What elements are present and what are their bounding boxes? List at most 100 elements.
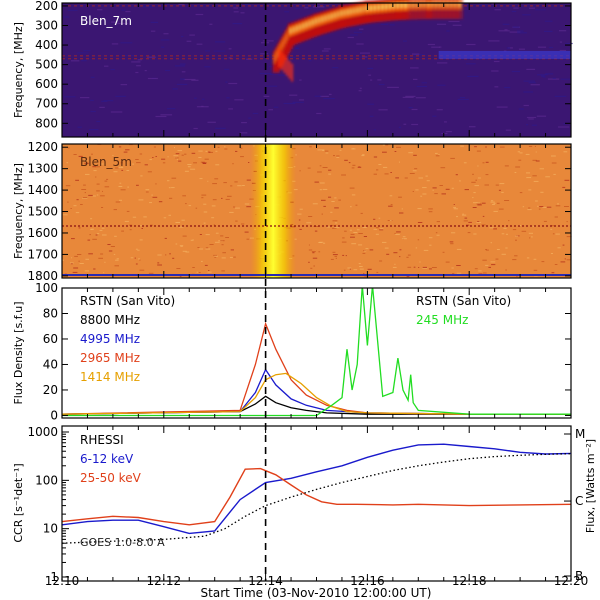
noise-streak	[147, 77, 158, 80]
emission-core	[416, 2, 420, 8]
noise-speck	[233, 256, 236, 258]
noise-speck	[358, 244, 363, 246]
noise-streak	[438, 46, 442, 48]
noise-streak	[205, 50, 210, 52]
noise-speck	[358, 263, 361, 265]
noise-speck	[77, 254, 82, 255]
noise-speck	[529, 237, 531, 239]
noise-speck	[129, 224, 133, 226]
noise-speck	[358, 166, 361, 168]
noise-speck	[551, 162, 557, 164]
noise-speck	[532, 225, 536, 227]
emission-core	[419, 2, 423, 8]
noise-speck	[396, 231, 401, 233]
noise-speck	[118, 186, 123, 187]
noise-speck	[203, 211, 208, 213]
noise-speck	[234, 181, 238, 183]
noise-speck	[118, 146, 122, 148]
noise-speck	[485, 174, 489, 176]
noise-streak	[320, 95, 329, 97]
noise-streak	[411, 108, 418, 111]
noise-speck	[229, 211, 234, 213]
panel-4-ylabel-right: Flux, [Watts m⁻²]	[584, 439, 597, 533]
right-tick-label: B	[575, 569, 583, 583]
legend-entry-1414: 1414 MHz	[80, 370, 140, 384]
noise-streak	[518, 48, 525, 50]
noise-speck	[351, 167, 355, 169]
emission-core	[423, 2, 427, 8]
spectrogram-blen-5m-background	[62, 144, 571, 278]
noise-streak	[414, 54, 425, 56]
noise-speck	[108, 250, 113, 252]
noise-streak	[131, 61, 141, 63]
y-tick-label: 100	[35, 473, 58, 487]
emission-core	[408, 2, 412, 8]
noise-speck	[422, 267, 428, 269]
noise-speck	[81, 189, 87, 190]
emission-core	[400, 2, 404, 8]
noise-speck	[242, 185, 245, 186]
noise-streak	[196, 43, 203, 45]
noise-speck	[514, 255, 518, 257]
panel-1-ylabel: Frequency, [MHz]	[12, 22, 25, 118]
noise-streak	[437, 62, 448, 64]
noise-streak	[176, 83, 188, 85]
emission-core	[389, 3, 393, 9]
noise-speck	[477, 221, 480, 223]
noise-speck	[390, 172, 392, 173]
panel-rstn: 0 20 40 60 80 100 Flux Density [s.f.u] RSTN (…	[12, 281, 572, 422]
noise-speck	[336, 156, 340, 158]
panel-2-title: Blen_5m	[80, 155, 132, 169]
noise-speck	[184, 170, 189, 172]
noise-speck	[121, 169, 124, 171]
noise-speck	[476, 202, 480, 204]
noise-speck	[139, 239, 143, 241]
noise-speck	[462, 213, 464, 215]
noise-speck	[445, 188, 450, 190]
noise-streak	[541, 75, 545, 77]
noise-speck	[322, 150, 325, 151]
noise-speck	[456, 216, 458, 218]
noise-speck	[478, 270, 482, 272]
noise-speck	[365, 248, 369, 250]
legend-entry-goes: GOES 1.0-8.0 A	[80, 536, 165, 549]
panel-4-series	[62, 443, 571, 544]
emission-streak	[285, 57, 288, 76]
noise-speck	[138, 199, 144, 201]
noise-speck	[477, 177, 481, 179]
noise-speck	[563, 151, 568, 153]
noise-speck	[407, 254, 411, 256]
noise-streak	[135, 71, 139, 74]
noise-speck	[167, 156, 169, 158]
noise-speck	[246, 179, 251, 181]
noise-speck	[85, 258, 89, 260]
noise-speck	[422, 193, 427, 195]
noise-streak	[284, 11, 290, 13]
noise-speck	[62, 214, 68, 216]
noise-speck	[384, 144, 389, 146]
noise-streak	[565, 42, 573, 45]
noise-speck	[165, 254, 167, 256]
noise-streak	[563, 123, 566, 125]
noise-streak	[534, 9, 546, 11]
noise-streak	[466, 43, 476, 46]
noise-streak	[233, 7, 238, 9]
panel-4-right-axis: M C B	[564, 427, 585, 583]
noise-speck	[220, 235, 224, 237]
noise-speck	[343, 269, 346, 271]
noise-speck	[508, 220, 510, 222]
panel-blen-7m: 200 300 400 500 600 700 800 Blen_7m Frequency,…	[12, 0, 573, 138]
noise-speck	[409, 173, 415, 174]
blue-band	[438, 50, 571, 59]
noise-speck	[114, 235, 117, 237]
noise-speck	[235, 207, 240, 209]
noise-speck	[197, 247, 200, 248]
noise-speck	[519, 152, 523, 154]
noise-speck	[338, 199, 341, 201]
noise-streak	[117, 22, 128, 25]
panel-2-y-axis: 1200 1300 1400 1500 1600 1700 1800	[27, 140, 571, 283]
noise-streak	[459, 97, 466, 99]
noise-streak	[494, 9, 501, 11]
noise-streak	[523, 104, 529, 107]
noise-speck	[317, 149, 321, 151]
